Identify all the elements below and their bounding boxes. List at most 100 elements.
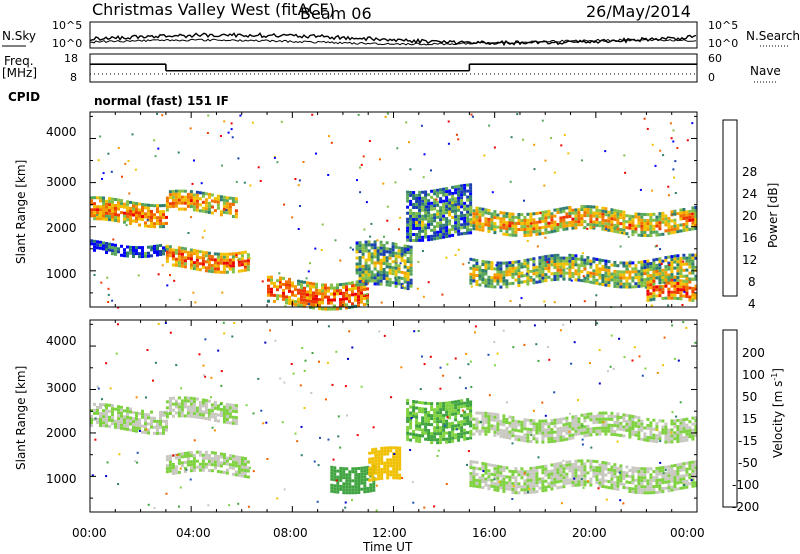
heat-cell (225, 412, 229, 415)
heat-cell (457, 435, 461, 439)
heat-cell (550, 481, 554, 485)
heat-cell (276, 297, 279, 301)
heat-cell (336, 286, 339, 290)
heat-cell (547, 224, 551, 228)
heat-cell (652, 212, 656, 216)
heat-cell (622, 276, 626, 280)
heat-cell (412, 197, 416, 200)
heat-cell (607, 275, 611, 279)
heat-cell (643, 476, 647, 480)
heat-cell (535, 490, 539, 494)
heat-cell (673, 230, 677, 234)
heat-cell (667, 431, 671, 435)
heat-cell (93, 196, 96, 200)
heat-cell (165, 208, 169, 212)
heat-cell (388, 250, 392, 254)
heat-cell (514, 269, 518, 273)
heat-cell (493, 412, 497, 416)
heat-cell (532, 227, 536, 231)
heat-cell (469, 417, 473, 421)
heat-cell (198, 465, 202, 469)
heat-cell (259, 180, 262, 182)
heat-cell (198, 404, 202, 407)
heat-cell (664, 256, 668, 260)
heat-cell (553, 260, 557, 263)
heat-cell (598, 224, 602, 228)
heat-cell (373, 243, 377, 247)
heat-cell (496, 470, 500, 474)
heat-cell (685, 268, 689, 272)
heat-cell (688, 420, 692, 424)
heat-cell (135, 426, 138, 430)
heat-cell (511, 233, 515, 237)
heat-cell (388, 280, 392, 284)
heat-cell (457, 420, 461, 424)
heat-cell (619, 228, 623, 232)
heat-cell (556, 271, 560, 275)
heat-cell (448, 422, 452, 426)
heat-cell (679, 291, 683, 295)
heat-cell (153, 139, 156, 142)
heat-cell (204, 254, 208, 258)
heat-cell (424, 229, 428, 233)
heat-cell (394, 242, 398, 246)
heat-cell (562, 479, 566, 483)
heat-cell (368, 451, 372, 455)
heat-cell (670, 470, 674, 474)
heat-cell (321, 298, 324, 302)
heat-cell (221, 164, 223, 167)
heat-cell (126, 215, 129, 219)
heat-cell (424, 196, 428, 200)
heat-cell (652, 470, 656, 474)
heat-cell (228, 202, 232, 206)
heat-cell (366, 465, 370, 469)
heat-cell (499, 471, 503, 475)
heat-cell (475, 472, 479, 476)
heat-cell (652, 261, 656, 265)
heat-cell (502, 465, 506, 469)
heat-cell (234, 255, 238, 259)
heat-cell (177, 261, 181, 265)
heat-cell (159, 419, 162, 423)
heat-cell (487, 220, 491, 224)
heat-cell (547, 485, 551, 489)
heat-cell (102, 202, 105, 206)
heat-cell (517, 473, 521, 477)
heat-cell (126, 206, 129, 210)
heat-cell (415, 439, 419, 443)
heat-cell (180, 464, 184, 468)
heat-cell (673, 464, 677, 467)
heat-cell (192, 267, 196, 271)
heat-cell (683, 290, 686, 293)
heat-cell (670, 261, 674, 265)
heat-cell (478, 274, 482, 278)
heat-cell (523, 222, 527, 225)
heat-cell (487, 475, 491, 479)
heat-cell (499, 422, 503, 426)
heat-cell (658, 275, 662, 279)
heat-cell (667, 219, 671, 223)
heat-cell (553, 220, 557, 224)
heat-cell (105, 217, 108, 221)
heat-cell (658, 233, 662, 237)
heat-cell (195, 261, 199, 265)
heat-cell (634, 478, 638, 482)
heat-cell (363, 285, 366, 288)
heat-cell (628, 270, 632, 274)
heat-cell (601, 206, 605, 210)
heat-cell (682, 282, 686, 286)
heat-cell (189, 396, 193, 400)
heat-cell (433, 201, 437, 205)
heat-cell (436, 191, 440, 195)
heat-cell (496, 416, 500, 420)
heat-cell (240, 263, 244, 267)
heat-cell (351, 470, 355, 474)
heat-cell (153, 216, 156, 220)
heat-cell (427, 193, 431, 197)
heat-cell (679, 285, 683, 289)
heat-cell (601, 423, 605, 427)
heat-cell (685, 473, 689, 477)
heat-cell (535, 481, 539, 485)
heat-cell (418, 434, 422, 437)
heat-cell (451, 202, 454, 205)
